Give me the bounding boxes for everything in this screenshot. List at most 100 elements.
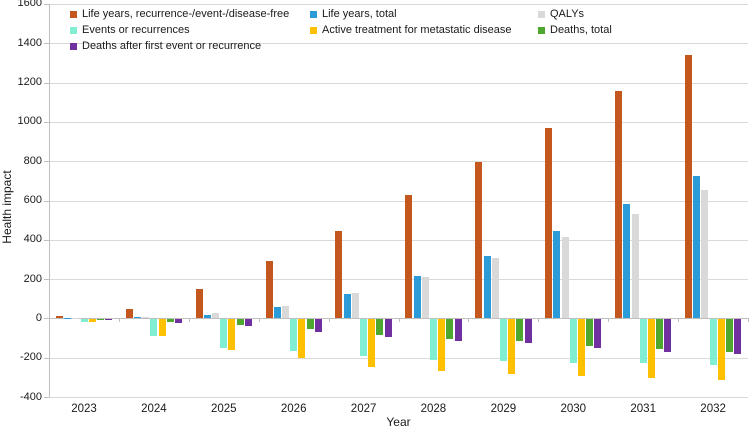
- gridline: [49, 200, 748, 202]
- y-axis-tick: [44, 397, 49, 398]
- bar-2023-s0: [55, 316, 63, 319]
- y-axis-tick: [44, 121, 49, 123]
- bar-2028-s5: [446, 319, 454, 340]
- bar-2025-s1: [203, 314, 211, 319]
- bar-2032-s1: [693, 175, 701, 319]
- x-tick-label: 2030: [560, 403, 587, 415]
- bar-2024-s2: [142, 316, 150, 319]
- y-tick-label: 400: [23, 233, 42, 246]
- bar-2031-s0: [615, 91, 623, 319]
- bar-2024-s1: [134, 317, 141, 319]
- x-tick-label: 2026: [280, 403, 307, 415]
- x-axis-tick: [538, 318, 540, 323]
- bar-2026-s3: [290, 319, 298, 351]
- bar-2027-s3: [360, 319, 368, 356]
- legend-swatch-icon: [70, 26, 77, 34]
- bar-2030-s2: [561, 236, 569, 319]
- bar-2032-s3: [709, 319, 717, 365]
- legend-label: Deaths, total: [550, 24, 612, 36]
- bar-2030-s0: [545, 127, 553, 319]
- bar-2031-s2: [631, 214, 639, 319]
- bar-2024-s5: [166, 319, 174, 322]
- legend-swatch-icon: [70, 42, 77, 50]
- x-axis-tick: [118, 318, 120, 323]
- y-axis-tick: [44, 239, 49, 241]
- bar-2027-s2: [351, 292, 359, 319]
- legend-label: Deaths after first event or recurrence: [82, 40, 262, 52]
- bar-2023-s4: [88, 319, 96, 323]
- legend-item: Deaths, total: [538, 24, 612, 36]
- gridline: [49, 279, 748, 281]
- bar-2030-s5: [586, 319, 594, 346]
- x-tick-label: 2024: [141, 403, 167, 415]
- x-axis-tick: [328, 318, 330, 323]
- bar-2029-s6: [524, 319, 532, 344]
- bar-2027-s5: [376, 319, 384, 336]
- bar-2029-s0: [475, 162, 483, 319]
- bar-2027-s4: [368, 319, 376, 367]
- y-axis-tick: [44, 200, 49, 202]
- y-tick-label: 0: [35, 311, 42, 324]
- bar-2028-s1: [413, 276, 421, 319]
- legend-swatch-icon: [538, 10, 545, 18]
- bar-2023-s3: [80, 319, 88, 323]
- legend-item: QALYs: [538, 8, 584, 20]
- bar-2028-s4: [438, 319, 446, 372]
- bar-2026-s6: [314, 319, 322, 332]
- x-axis-tick: [398, 318, 400, 323]
- gridline: [49, 3, 748, 5]
- x-axis-tick: [608, 318, 610, 323]
- legend-label: QALYs: [550, 8, 585, 20]
- bar-2023-s5: [96, 319, 104, 321]
- bar-2024-s3: [150, 319, 158, 337]
- gridline: [49, 239, 748, 241]
- bar-2028-s3: [429, 319, 437, 360]
- legend-swatch-icon: [538, 26, 545, 34]
- bar-2029-s2: [491, 257, 499, 319]
- y-axis-tick: [44, 279, 49, 281]
- bar-2023-s1: [64, 318, 72, 319]
- bar-2029-s5: [516, 319, 524, 342]
- bar-2028-s6: [454, 319, 462, 341]
- y-tick-label: 600: [23, 194, 42, 206]
- x-tick-label: 2023: [71, 403, 97, 415]
- bar-2032-s4: [717, 319, 725, 380]
- x-axis-tick: [258, 318, 260, 323]
- legend-item: Active treatment for metastatic disease: [310, 24, 512, 36]
- x-tick-label: 2032: [700, 403, 726, 415]
- bar-2025-s4: [228, 319, 236, 350]
- bar-2024-s0: [125, 308, 133, 319]
- bar-2030-s3: [569, 319, 577, 363]
- bar-2024-s4: [158, 319, 166, 337]
- bar-2025-s5: [236, 319, 244, 326]
- bar-2026-s0: [265, 261, 273, 319]
- bar-2025-s2: [212, 312, 220, 319]
- x-axis-tick: [678, 318, 680, 323]
- x-tick-label: 2028: [420, 403, 447, 415]
- bar-2023-s2: [72, 318, 80, 319]
- x-axis-tick: [468, 318, 470, 323]
- legend-swatch-icon: [310, 26, 317, 34]
- legend-label: Life years, total: [322, 8, 397, 20]
- bar-2029-s1: [483, 255, 491, 319]
- legend-item: Events or recurrences: [70, 24, 190, 36]
- y-tick-label: -400: [19, 390, 42, 403]
- legend-label: Active treatment for metastatic disease: [322, 24, 512, 36]
- gridline: [49, 121, 748, 123]
- y-axis-line: [49, 3, 50, 397]
- x-tick-label: 2027: [350, 403, 377, 415]
- bar-2031-s3: [639, 319, 647, 364]
- bar-2032-s5: [726, 319, 733, 353]
- bar-2027-s0: [335, 230, 343, 319]
- y-tick-label: 1400: [17, 36, 42, 49]
- gridline: [49, 161, 748, 163]
- legend-swatch-icon: [310, 10, 317, 18]
- gridline: [49, 357, 748, 359]
- legend-label: Events or recurrences: [82, 24, 190, 36]
- bar-2032-s2: [701, 190, 709, 319]
- gridline: [49, 43, 748, 45]
- bar-2030-s4: [578, 319, 585, 377]
- bar-2023-s6: [105, 319, 112, 321]
- bar-2031-s6: [664, 319, 672, 352]
- bar-2029-s4: [508, 319, 516, 375]
